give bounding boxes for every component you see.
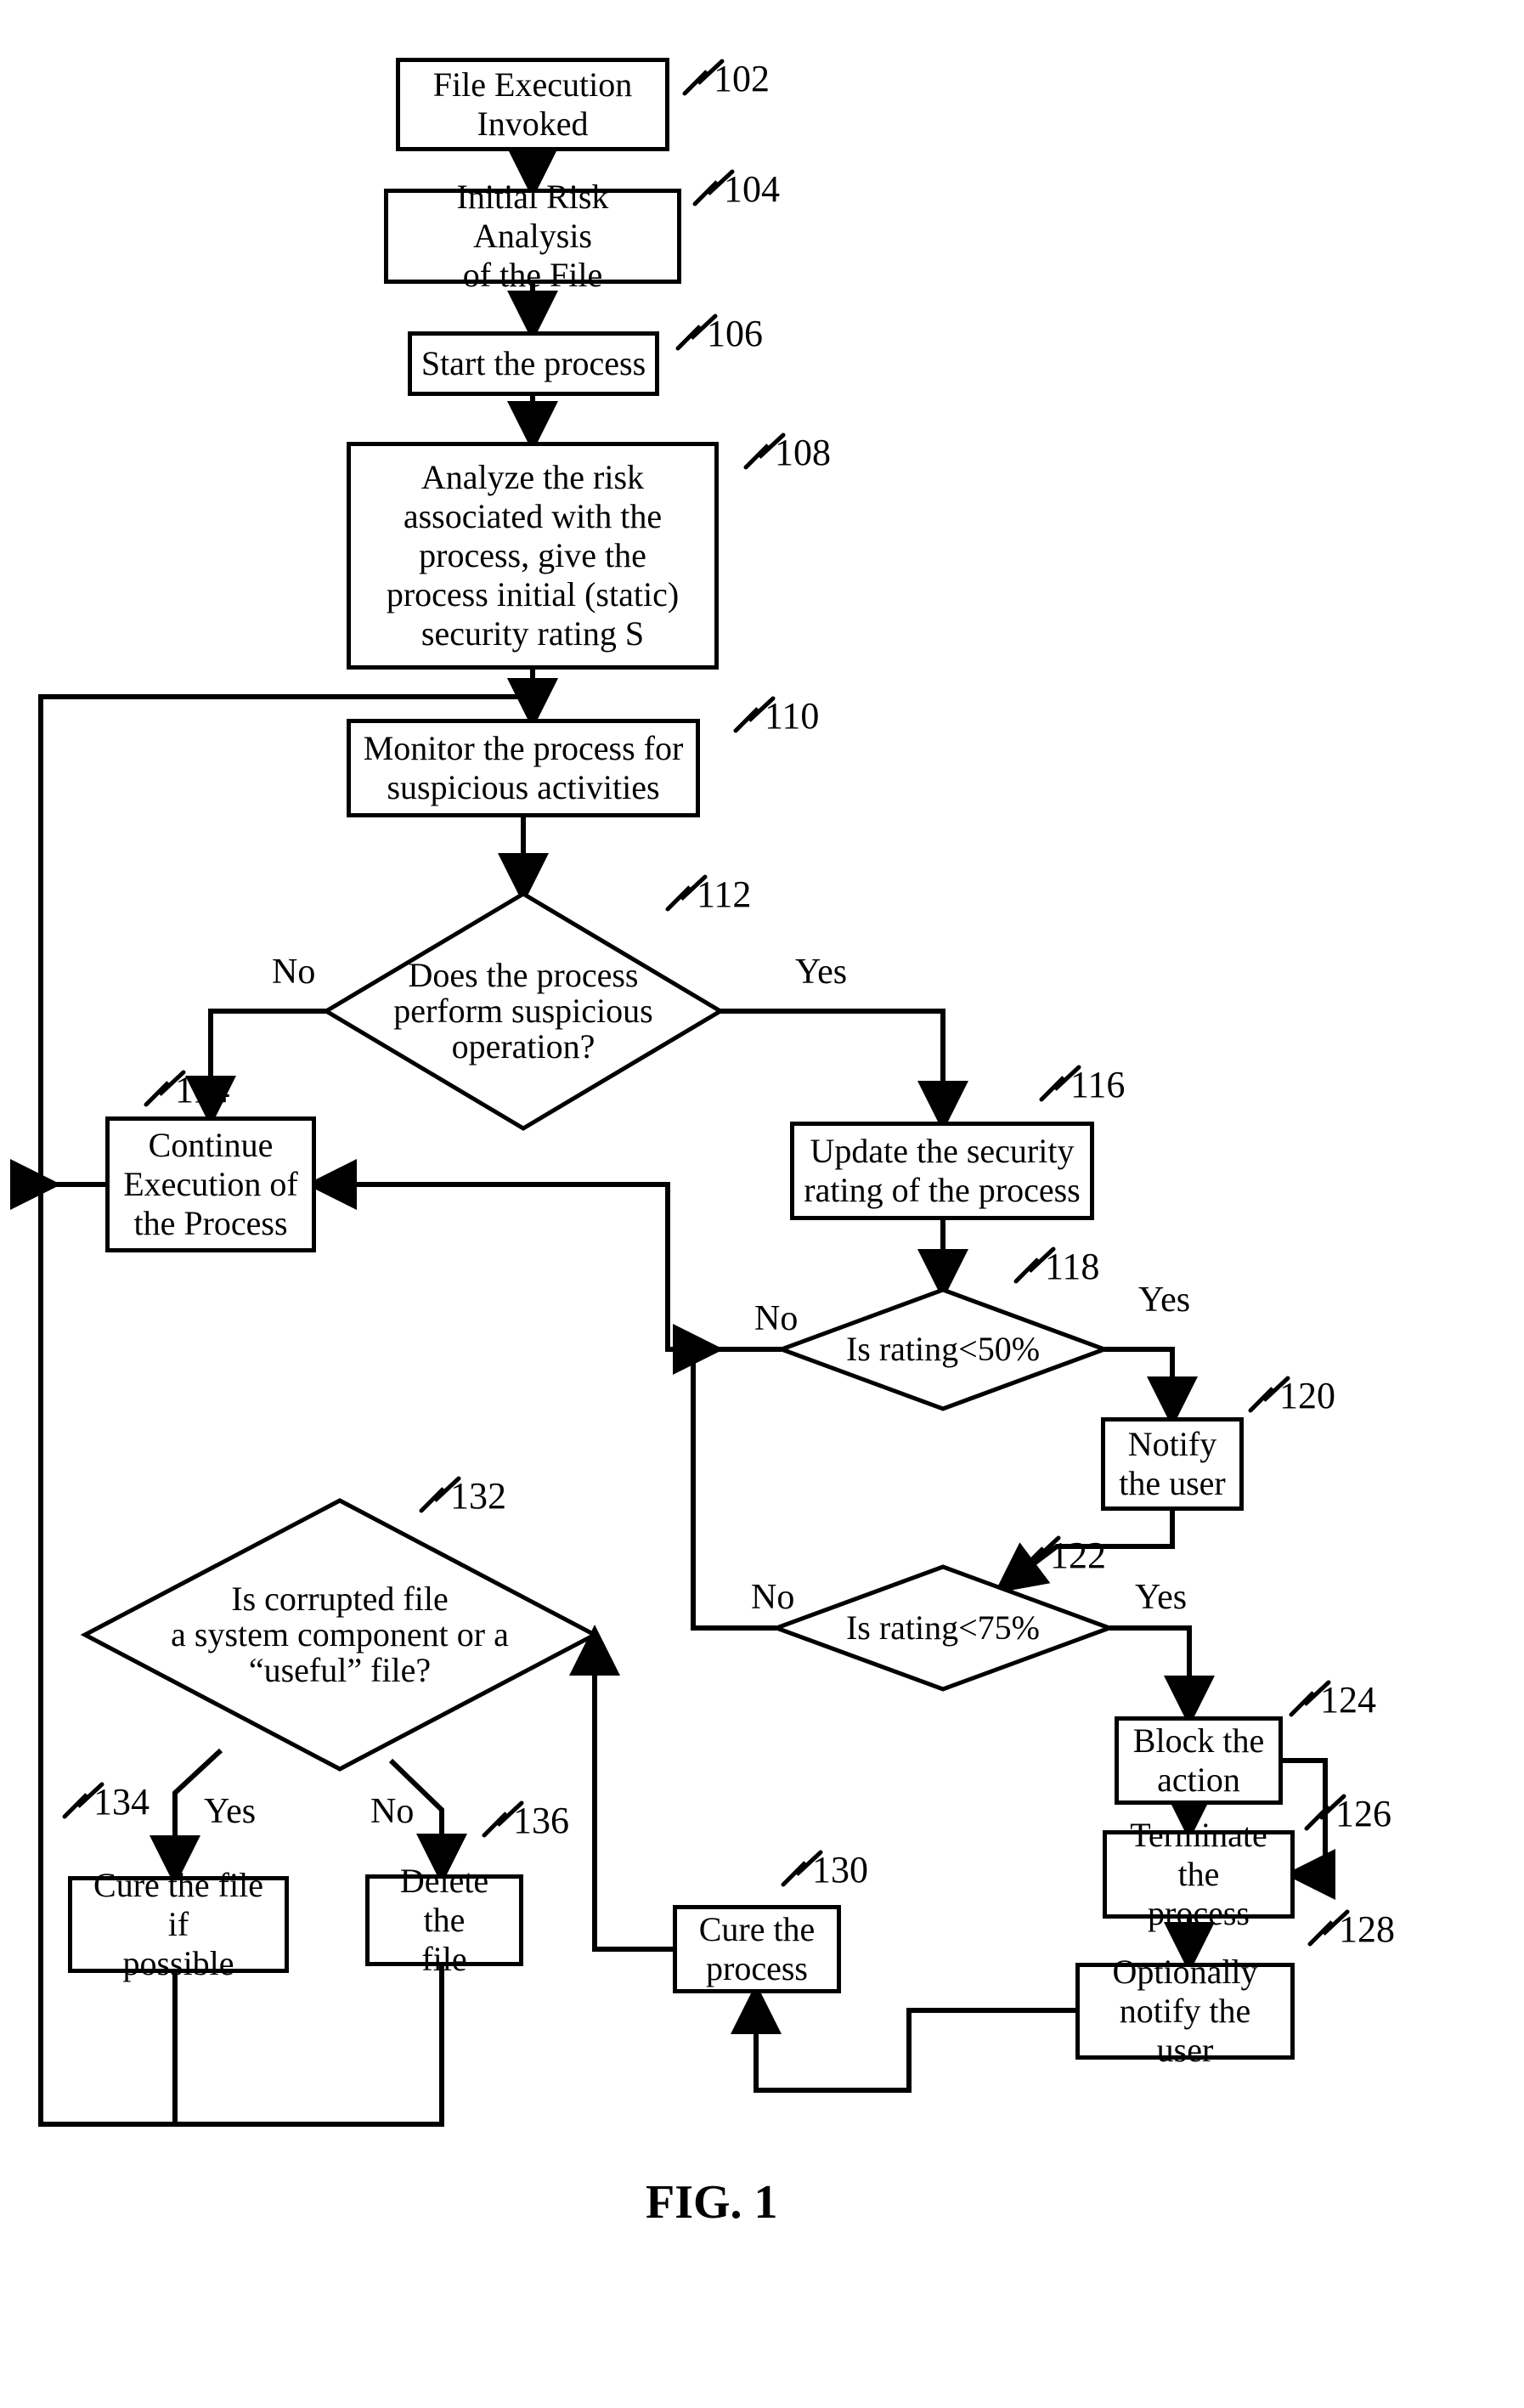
ref-n108: 108 [775, 433, 831, 472]
process-n134: Cure the file ifpossible [68, 1876, 289, 1973]
process-n114: ContinueExecution ofthe Process [105, 1116, 316, 1252]
process-n120: Notifythe user [1101, 1417, 1244, 1511]
ref-n114: 114 [175, 1071, 229, 1110]
edge-label: Yes [795, 953, 847, 991]
ref-n130: 130 [812, 1851, 868, 1890]
process-n130: Cure theprocess [673, 1905, 841, 1993]
edge-label: No [751, 1579, 794, 1616]
ref-n120: 120 [1279, 1376, 1335, 1416]
flow-edge [1104, 1349, 1172, 1417]
ref-n104: 104 [724, 170, 780, 209]
process-n116: Update the securityrating of the process [790, 1122, 1094, 1220]
flow-edge [316, 1184, 782, 1349]
edge-label: Yes [1138, 1281, 1190, 1319]
ref-n106: 106 [707, 314, 763, 353]
ref-n128: 128 [1339, 1910, 1395, 1949]
ref-n136: 136 [513, 1801, 569, 1840]
process-n126: Terminate theprocess [1103, 1830, 1295, 1919]
flow-edge [1109, 1628, 1189, 1716]
process-n136: Delete thefile [365, 1874, 523, 1966]
edge-label: Yes [204, 1793, 256, 1830]
edge-label: Yes [1135, 1579, 1187, 1616]
ref-n118: 118 [1045, 1247, 1099, 1286]
ref-n110: 110 [765, 697, 819, 736]
decision-text-n132: Is corrupted filea system component or a… [136, 1528, 544, 1743]
ref-n134: 134 [93, 1783, 150, 1822]
ref-n124: 124 [1320, 1681, 1376, 1720]
flow-edge [720, 1011, 943, 1122]
decision-text-n122: Is rating<75% [810, 1579, 1076, 1676]
flow-edge [175, 1966, 442, 2124]
edge-label: No [754, 1300, 798, 1337]
process-n106: Start the process [408, 331, 659, 396]
decision-text-n112: Does the processperform suspiciousoperat… [365, 918, 680, 1105]
figure-title: FIG. 1 [646, 2175, 778, 2230]
edge-label: No [370, 1793, 414, 1830]
process-n110: Monitor the process forsuspicious activi… [347, 719, 700, 817]
ref-n112: 112 [697, 875, 751, 914]
ref-n126: 126 [1335, 1795, 1391, 1834]
ref-n122: 122 [1050, 1536, 1106, 1575]
process-n124: Block theaction [1115, 1716, 1283, 1805]
process-n102: File ExecutionInvoked [396, 58, 669, 151]
edge-label: No [272, 953, 315, 991]
ref-n132: 132 [450, 1477, 506, 1516]
process-n128: Optionallynotify the user [1075, 1963, 1295, 2060]
ref-n102: 102 [714, 59, 770, 99]
process-n108: Analyze the riskassociated with theproce… [347, 442, 719, 670]
flow-edge [595, 1635, 673, 1949]
flow-edge [756, 1993, 1075, 2090]
ref-n116: 116 [1070, 1066, 1125, 1105]
process-n104: Initial Risk Analysisof the File [384, 189, 681, 284]
decision-text-n118: Is rating<50% [814, 1302, 1072, 1397]
